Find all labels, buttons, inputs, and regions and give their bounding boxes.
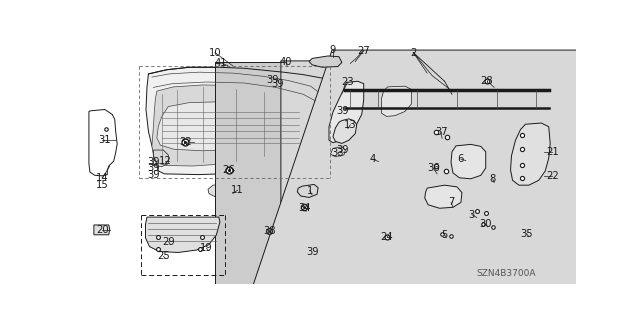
Text: 27: 27	[357, 46, 370, 56]
Text: 31: 31	[99, 135, 111, 145]
Text: 2: 2	[410, 48, 417, 57]
Text: 20: 20	[96, 225, 109, 235]
Text: 39: 39	[147, 170, 160, 180]
Text: 15: 15	[96, 180, 109, 190]
Text: 14: 14	[96, 173, 109, 183]
Text: 40: 40	[280, 57, 292, 67]
Text: 7: 7	[448, 197, 454, 207]
Polygon shape	[381, 86, 412, 116]
Text: SZN4B3700A: SZN4B3700A	[477, 269, 536, 278]
Polygon shape	[157, 102, 302, 151]
Text: 38: 38	[263, 226, 276, 236]
Text: 12: 12	[159, 156, 172, 166]
Text: 25: 25	[157, 251, 170, 261]
Text: 8: 8	[490, 174, 496, 184]
Text: 33: 33	[332, 148, 344, 158]
Text: 41: 41	[215, 58, 228, 68]
Text: 39: 39	[266, 75, 279, 85]
Polygon shape	[330, 147, 346, 157]
Text: 11: 11	[231, 185, 244, 195]
Text: 24: 24	[380, 232, 393, 242]
Polygon shape	[329, 81, 364, 143]
Polygon shape	[94, 225, 110, 235]
Polygon shape	[146, 67, 324, 174]
Text: 39: 39	[337, 107, 349, 116]
Text: 35: 35	[520, 228, 532, 239]
Polygon shape	[297, 184, 318, 197]
Text: 10: 10	[209, 48, 221, 57]
Text: 39: 39	[306, 248, 319, 257]
Text: 39: 39	[337, 145, 349, 155]
Text: 9: 9	[330, 45, 336, 55]
Polygon shape	[215, 62, 640, 319]
Text: 1: 1	[307, 186, 313, 196]
Polygon shape	[451, 145, 486, 179]
Text: 39: 39	[147, 157, 160, 167]
Text: 34: 34	[298, 203, 310, 213]
Text: 13: 13	[344, 120, 356, 130]
Polygon shape	[177, 50, 640, 319]
Text: 23: 23	[342, 77, 354, 87]
Text: 5: 5	[442, 230, 448, 240]
Text: 39: 39	[271, 79, 284, 89]
Text: 21: 21	[546, 147, 559, 157]
Polygon shape	[511, 123, 550, 185]
Text: 28: 28	[481, 76, 493, 85]
Polygon shape	[208, 184, 244, 197]
Text: 19: 19	[200, 243, 213, 253]
Text: 26: 26	[223, 165, 235, 175]
Text: 36: 36	[427, 163, 440, 173]
Text: 32: 32	[179, 137, 191, 147]
Text: 30: 30	[479, 219, 492, 229]
Text: 4: 4	[369, 154, 376, 164]
Polygon shape	[281, 61, 640, 319]
Text: 29: 29	[162, 237, 175, 247]
Text: 22: 22	[546, 171, 559, 181]
Polygon shape	[333, 119, 356, 144]
Polygon shape	[309, 56, 342, 67]
Text: 6: 6	[458, 154, 464, 164]
Polygon shape	[145, 217, 220, 252]
Text: 3: 3	[468, 210, 475, 220]
Text: 37: 37	[435, 127, 447, 137]
Text: 39: 39	[147, 163, 160, 173]
Polygon shape	[152, 85, 313, 166]
Polygon shape	[425, 185, 462, 208]
